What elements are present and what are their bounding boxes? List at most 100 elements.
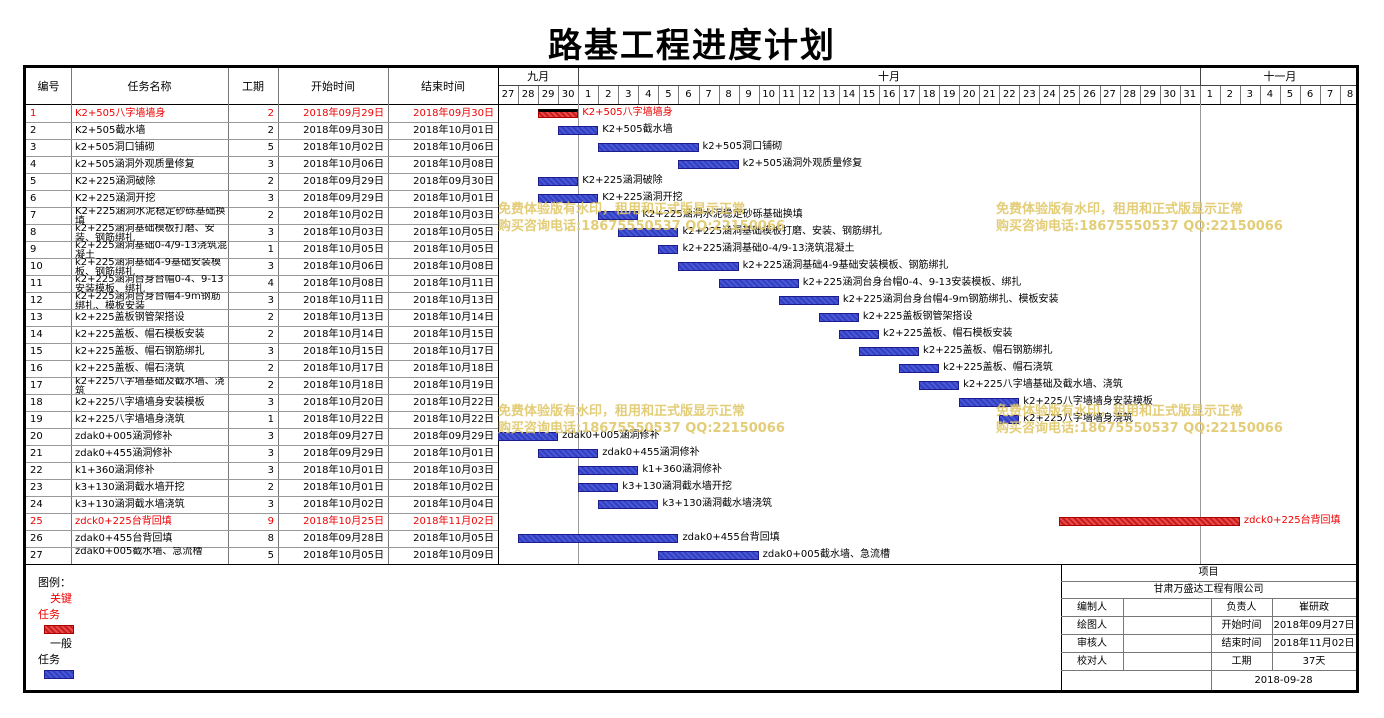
gantt-bar[interactable] [678, 262, 739, 271]
gantt-bar[interactable] [899, 364, 940, 373]
gantt-bar[interactable] [959, 398, 1020, 407]
task-name: zdck0+225台背回填 [75, 516, 172, 527]
info-value [1123, 599, 1211, 616]
task-name: k2+225涵洞基础模板打磨、安装、钢筋绑扎 [75, 224, 215, 241]
gantt-bar[interactable] [538, 109, 579, 118]
gantt-bar[interactable] [598, 143, 699, 152]
gantt-bar[interactable] [678, 160, 739, 169]
grid-line [26, 104, 1356, 105]
gantt-bar[interactable] [558, 126, 599, 135]
day-label: 3 [625, 89, 632, 100]
info-value: 37天 [1302, 656, 1326, 667]
gantt-bar[interactable] [838, 330, 879, 339]
task-end: 2018年09月29日 [413, 431, 494, 442]
grid-line [1211, 598, 1212, 670]
grid-line [618, 85, 620, 104]
gantt-bar[interactable] [1059, 517, 1240, 526]
day-label: 16 [882, 89, 896, 100]
task-start: 2018年09月29日 [303, 176, 384, 187]
gantt-bar[interactable] [658, 551, 759, 560]
gantt-bar[interactable] [578, 483, 619, 492]
day-label: 19 [942, 89, 956, 100]
gantt-bar[interactable] [919, 381, 960, 390]
task-duration: 2 [267, 363, 274, 374]
task-start: 2018年10月05日 [303, 244, 384, 255]
day-label: 7 [705, 89, 712, 100]
grid-line [26, 411, 498, 412]
gantt-bar[interactable] [578, 466, 639, 475]
task-start: 2018年10月11日 [303, 295, 384, 306]
gantt-bar[interactable] [818, 313, 859, 322]
task-name: k2+225盖板钢管架搭设 [75, 312, 185, 323]
gantt-bar[interactable] [498, 432, 559, 441]
task-id: 2 [30, 125, 37, 136]
gantt-bar[interactable] [658, 245, 679, 254]
gantt-bar[interactable] [598, 211, 639, 220]
task-id: 4 [30, 159, 37, 170]
task-end: 2018年10月05日 [413, 533, 494, 544]
grid-line [1061, 564, 1062, 690]
task-end: 2018年10月03日 [413, 210, 494, 221]
column-header-name: 任务名称 [127, 80, 172, 93]
task-duration: 3 [267, 295, 274, 306]
day-label: 31 [1183, 89, 1197, 100]
grid-line [1119, 85, 1121, 104]
task-name: k3+130涵洞截水墙开挖 [75, 482, 185, 493]
grid-line [738, 85, 740, 104]
task-name: K2+225涵洞开挖 [75, 193, 156, 204]
task-end: 2018年10月22日 [413, 397, 494, 408]
info-key: 负责人 [1226, 602, 1257, 613]
watermark-text: 购买咨询电话:18675550537 QQ:22150066 [996, 421, 1283, 436]
gantt-bar[interactable] [598, 500, 659, 509]
grid-line [899, 85, 900, 104]
grid-line [1179, 85, 1181, 104]
grid-line [26, 207, 498, 208]
grid-line [26, 445, 498, 446]
grid-line [658, 85, 660, 104]
gantt-bar[interactable] [538, 449, 599, 458]
gantt-bar[interactable] [778, 296, 839, 305]
gantt-bar-label: k2+225涵洞基础4-9基础安装模板、钢筋绑扎 [742, 260, 949, 271]
grid-line [498, 85, 1356, 86]
grid-line [26, 360, 498, 361]
task-start: 2018年10月15日 [303, 346, 384, 357]
task-duration: 3 [267, 227, 274, 238]
task-duration: 1 [267, 244, 274, 255]
gantt-bar-label: zdak0+005涵洞修补 [562, 430, 660, 441]
task-duration: 3 [267, 193, 274, 204]
task-name: k2+225涵洞基础0-4/9-13浇筑混凝土 [75, 241, 228, 258]
day-label: 14 [842, 89, 856, 100]
task-start: 2018年09月29日 [303, 448, 384, 459]
day-label: 12 [802, 89, 816, 100]
gantt-bar-label: zdak0+005截水墙、急流槽 [762, 549, 890, 560]
task-name: k3+130涵洞截水墙浇筑 [75, 499, 185, 510]
day-label: 26 [1083, 89, 1096, 100]
task-end: 2018年09月30日 [413, 176, 494, 187]
grid-line [26, 122, 498, 123]
day-label: 28 [521, 89, 535, 100]
grid-line [1061, 652, 1356, 653]
info-value [1123, 653, 1211, 670]
task-duration: 3 [267, 159, 274, 170]
gantt-bar[interactable] [538, 194, 599, 203]
task-start: 2018年10月02日 [303, 499, 384, 510]
task-end: 2018年10月18日 [413, 363, 494, 374]
task-start: 2018年10月08日 [303, 278, 384, 289]
gantt-bar[interactable] [999, 415, 1020, 424]
gantt-bar[interactable] [718, 279, 799, 288]
gantt-bar[interactable] [618, 228, 679, 237]
grid-line [1272, 598, 1273, 670]
task-name: K2+505截水墙 [75, 125, 146, 136]
task-duration: 5 [267, 142, 274, 153]
gantt-bar[interactable] [858, 347, 920, 356]
grid-line [818, 85, 820, 104]
gantt-bar[interactable] [518, 534, 679, 543]
grid-line [558, 85, 560, 104]
grid-line [1099, 85, 1101, 104]
grid-line [1259, 85, 1261, 104]
task-duration: 2 [267, 210, 274, 221]
info-key: 结束时间 [1221, 638, 1262, 649]
gantt-bar[interactable] [538, 177, 579, 186]
day-label: 11 [782, 89, 796, 100]
grid-line [1340, 85, 1342, 104]
